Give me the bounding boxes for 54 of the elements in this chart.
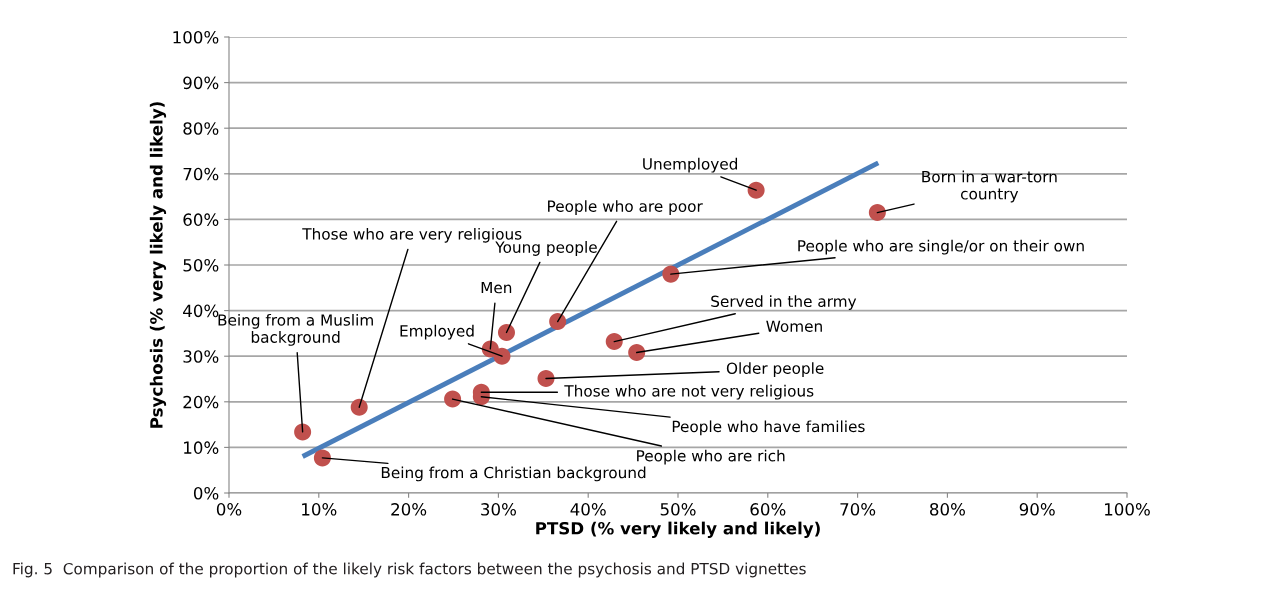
y-tick-label: 50% [183,258,219,272]
point [313,449,331,467]
x-tick-label: 10% [302,503,337,516]
caption: Fig. 5 Comparison of the proportion of the likely risk factors between the psychosis and PTSD vignettes [13,562,806,578]
y-tick-label: 20% [183,395,219,409]
annotation: People who are single/or on their own [798,239,1084,255]
y-tick-label: 0% [193,486,219,500]
annotation: Older people [726,362,824,377]
annotation: Those who are very religious [302,227,522,243]
x-tick-label: 50% [660,503,696,516]
annotation: People who are rich [637,449,785,465]
x-tick-label: 60% [750,503,786,516]
x-tick-label: 0% [216,503,242,516]
annotation: People who have families [672,420,865,436]
x-tick-label: 90% [1019,503,1055,516]
point [662,265,680,283]
annotation: Born in a war-torn country [922,170,1057,203]
x-tick-label: 80% [930,503,965,516]
point [605,333,623,351]
point [537,370,555,388]
annotation: Men [481,281,512,294]
annotation: Served in the army [711,295,857,310]
y-tick-label: 40% [183,304,219,318]
annotation: Being from a Christian background [381,466,646,482]
x-tick-label: 100% [1105,503,1150,516]
point [747,181,765,199]
x-tick-label: 70% [840,503,876,516]
point [497,323,515,341]
x-tick-label: 20% [391,503,427,516]
point [628,344,646,362]
annotation: Being from a Muslim background [218,313,373,346]
annotation: Employed [400,324,474,340]
point [868,204,886,222]
y-tick-label: 90% [183,76,219,90]
annotation: Women [766,320,822,332]
point [493,347,511,365]
y-tick-label: 70% [183,167,219,181]
x-axis-title: PTSD (% very likely and likely) [536,521,820,538]
point [549,313,567,331]
annotation: Those who are not very religious [564,384,814,400]
y-tick-label: 60% [183,213,219,226]
point [350,398,368,416]
y-tick-label: 80% [183,122,219,135]
annotation: People who are poor [548,200,703,215]
x-tick-label: 30% [481,503,516,516]
x-tick-label: 40% [570,503,606,516]
point [444,390,462,408]
annotation: Unemployed [643,157,738,173]
y-axis-title: Psychosis (% very likely and likely) [149,102,167,428]
y-tick-label: 10% [184,441,219,454]
annotation: Young people [495,241,597,256]
y-tick-label: 30% [183,350,219,363]
y-tick-label: 100% [173,30,219,44]
point [294,423,312,441]
